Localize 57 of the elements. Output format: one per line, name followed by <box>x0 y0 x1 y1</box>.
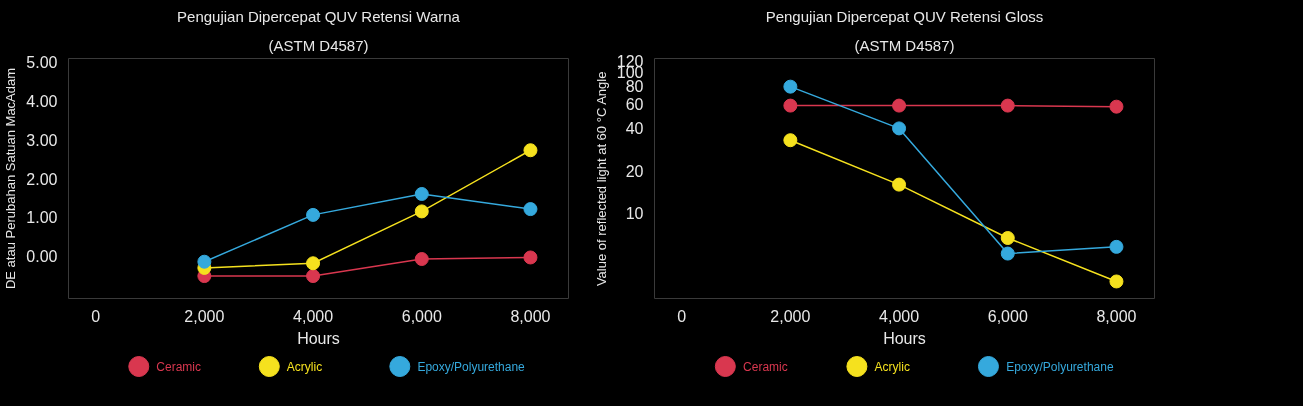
y-tick-label: 80 <box>625 77 644 95</box>
legend-label: Ceramic <box>156 359 202 374</box>
x-tick-label: 2,000 <box>184 307 225 325</box>
point <box>1109 274 1124 289</box>
x-tick-label: 4,000 <box>879 307 920 325</box>
point <box>783 79 798 94</box>
x-tick-label: 0 <box>91 307 101 325</box>
point <box>523 202 538 217</box>
y-tick-label: 5.00 <box>26 54 58 72</box>
y-axis-title: DE atau Perubahan Satuan MacAdam <box>3 67 19 290</box>
point <box>892 177 907 192</box>
x-axis-title: Hours <box>883 329 926 347</box>
chart-title: Pengujian Dipercepat QUV Retensi Gloss <box>765 7 1044 25</box>
point <box>523 250 538 265</box>
chart-subtitle: (ASTM D4587) <box>854 36 955 54</box>
y-tick-label: 10 <box>625 205 644 223</box>
y-tick-label: 20 <box>625 162 644 180</box>
point <box>523 143 538 158</box>
legend-label: Epoxy/Polyurethane <box>1006 359 1114 374</box>
point <box>892 121 907 136</box>
y-tick-label: 4.00 <box>26 93 58 111</box>
y-tick-label: 1.00 <box>26 209 58 227</box>
x-tick-label: 2,000 <box>770 307 811 325</box>
point <box>1109 239 1124 254</box>
y-tick-label: 0.00 <box>26 247 58 265</box>
y-tick-label: 3.00 <box>26 131 58 149</box>
x-tick-label: 6,000 <box>987 307 1028 325</box>
point <box>892 98 907 113</box>
point <box>783 98 798 113</box>
x-axis-title: Hours <box>297 329 340 347</box>
x-tick-label: 0 <box>677 307 687 325</box>
chart-subtitle: (ASTM D4587) <box>268 36 369 54</box>
legend-label: Acrylic <box>874 359 910 374</box>
point <box>306 269 321 284</box>
point <box>414 204 429 219</box>
x-tick-label: 8,000 <box>1096 307 1137 325</box>
legend-label: Acrylic <box>286 359 323 374</box>
point <box>414 252 429 266</box>
x-tick-label: 4,000 <box>293 307 334 325</box>
point <box>306 207 321 222</box>
y-axis-title: Value of reflected light at 60 °C Angle <box>593 71 609 287</box>
point <box>306 256 321 271</box>
point <box>783 133 798 148</box>
point <box>1000 98 1015 113</box>
point <box>1000 246 1015 261</box>
point <box>197 254 212 269</box>
x-tick-label: 6,000 <box>401 307 442 325</box>
point <box>1109 99 1124 114</box>
y-tick-label: 2.00 <box>26 170 58 188</box>
y-tick-label: 40 <box>625 120 644 138</box>
point <box>414 187 429 201</box>
x-tick-label: 8,000 <box>510 307 551 325</box>
y-tick-label: 60 <box>625 95 644 113</box>
legend-label: Ceramic <box>743 359 788 374</box>
chart-title: Pengujian Dipercepat QUV Retensi Warna <box>177 7 461 25</box>
legend-label: Epoxy/Polyurethane <box>417 359 526 374</box>
point <box>1000 231 1015 246</box>
